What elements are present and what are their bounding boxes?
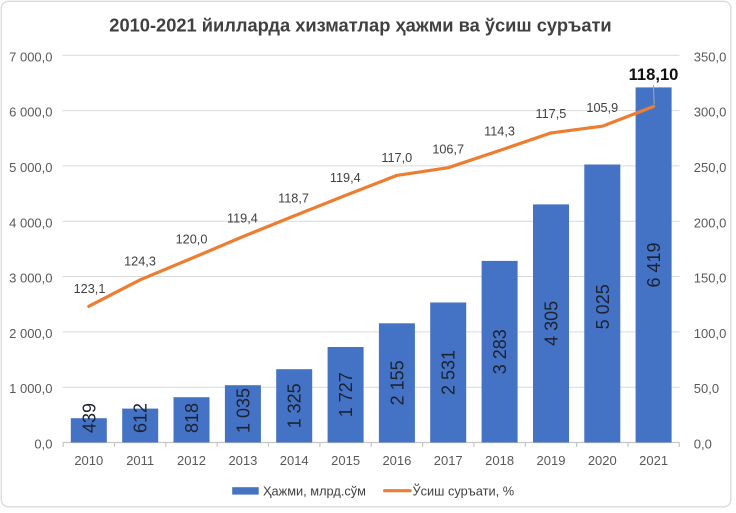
svg-text:818: 818 — [182, 403, 202, 433]
svg-text:2 531: 2 531 — [439, 350, 459, 395]
svg-text:200,0: 200,0 — [694, 215, 727, 230]
svg-text:0,0: 0,0 — [694, 437, 712, 452]
svg-text:5 025: 5 025 — [593, 284, 613, 329]
svg-text:3 000,0: 3 000,0 — [9, 271, 52, 286]
svg-text:4 305: 4 305 — [542, 301, 562, 346]
svg-text:6 419: 6 419 — [644, 242, 664, 287]
svg-text:6 000,0: 6 000,0 — [9, 105, 52, 120]
svg-text:7 000,0: 7 000,0 — [9, 49, 52, 64]
svg-text:Ўсиш суръати, %: Ўсиш суръати, % — [413, 483, 515, 498]
svg-text:2010: 2010 — [74, 453, 103, 468]
svg-text:119,4: 119,4 — [227, 212, 258, 226]
svg-text:106,7: 106,7 — [432, 143, 464, 157]
svg-text:120,0: 120,0 — [176, 233, 208, 247]
svg-text:4 000,0: 4 000,0 — [9, 215, 52, 230]
svg-text:2011: 2011 — [126, 453, 154, 468]
svg-text:118,10: 118,10 — [629, 65, 679, 84]
svg-text:150,0: 150,0 — [694, 271, 727, 286]
svg-text:114,3: 114,3 — [484, 125, 515, 139]
svg-text:117,5: 117,5 — [535, 107, 566, 121]
svg-text:2015: 2015 — [331, 453, 360, 468]
svg-text:124,3: 124,3 — [124, 255, 156, 269]
svg-text:2 000,0: 2 000,0 — [9, 326, 52, 341]
svg-text:2018: 2018 — [485, 453, 514, 468]
svg-text:1 035: 1 035 — [233, 388, 253, 433]
svg-text:50,0: 50,0 — [694, 381, 719, 396]
svg-text:1 325: 1 325 — [285, 383, 305, 428]
svg-text:2013: 2013 — [228, 453, 257, 468]
svg-text:250,0: 250,0 — [694, 160, 727, 175]
svg-text:2016: 2016 — [382, 453, 411, 468]
svg-text:123,1: 123,1 — [74, 282, 106, 296]
svg-text:100,0: 100,0 — [694, 326, 727, 341]
svg-text:5 000,0: 5 000,0 — [9, 160, 52, 175]
svg-text:105,9: 105,9 — [586, 101, 618, 115]
svg-text:2019: 2019 — [537, 453, 566, 468]
svg-text:2014: 2014 — [280, 453, 309, 468]
svg-text:2021: 2021 — [639, 453, 668, 468]
svg-text:2017: 2017 — [434, 453, 463, 468]
svg-text:Ҳажми, млрд.сўм: Ҳажми, млрд.сўм — [263, 483, 366, 498]
svg-text:2012: 2012 — [177, 453, 206, 468]
svg-text:350,0: 350,0 — [694, 49, 727, 64]
svg-text:3 283: 3 283 — [490, 329, 510, 374]
svg-text:439: 439 — [79, 403, 99, 433]
svg-text:300,0: 300,0 — [694, 105, 727, 120]
svg-text:0,0: 0,0 — [34, 437, 52, 452]
svg-text:118,7: 118,7 — [278, 192, 309, 206]
svg-text:1 000,0: 1 000,0 — [9, 381, 52, 396]
svg-text:1 727: 1 727 — [336, 372, 356, 417]
svg-text:2 155: 2 155 — [387, 360, 407, 405]
svg-text:612: 612 — [131, 403, 151, 433]
svg-text:117,0: 117,0 — [381, 151, 412, 165]
svg-text:2020: 2020 — [588, 453, 617, 468]
svg-text:2010-2021 йилларда хизматлар ҳ: 2010-2021 йилларда хизматлар ҳажми ва ўс… — [109, 15, 611, 36]
svg-text:119,4: 119,4 — [330, 171, 361, 185]
